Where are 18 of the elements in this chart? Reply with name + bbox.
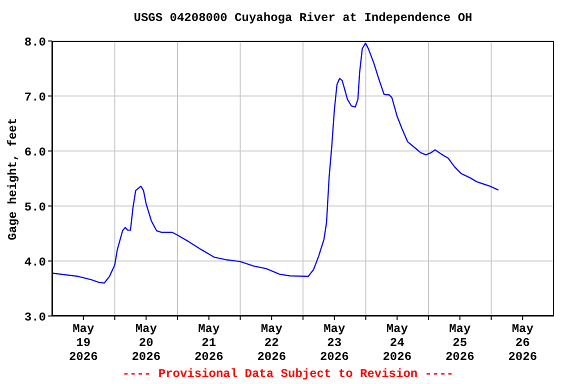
x-tick-label: May 25 2026 [445, 322, 474, 364]
x-tick-label: May 21 2026 [194, 322, 224, 364]
y-tick-label: 8.0 [24, 35, 46, 50]
x-tick-label: May 26 2026 [508, 322, 538, 364]
x-tick-label: May 23 2026 [320, 322, 349, 364]
x-tick-label: May 24 2026 [382, 322, 412, 364]
text: ---- Provisional Data Subject to Revision ---- [121, 367, 455, 381]
y-tick-label: 3.0 [24, 310, 46, 324]
x-tick-label: May 22 2026 [257, 322, 286, 364]
y-tick-label: 6.0 [24, 145, 46, 160]
chart-title: USGS 04208000 Cuyahoga River at Independence OH [132, 11, 474, 25]
y-axis-title: Gage height, feet [5, 116, 21, 242]
y-tick-label: 5.0 [24, 200, 46, 214]
x-tick-label: May 20 2026 [132, 322, 161, 364]
y-tick-label: 4.0 [24, 255, 46, 270]
line-series [52, 42, 500, 284]
x-tick-label: May 19 2026 [68, 322, 98, 364]
y-tick-label: 7.0 [24, 90, 46, 104]
